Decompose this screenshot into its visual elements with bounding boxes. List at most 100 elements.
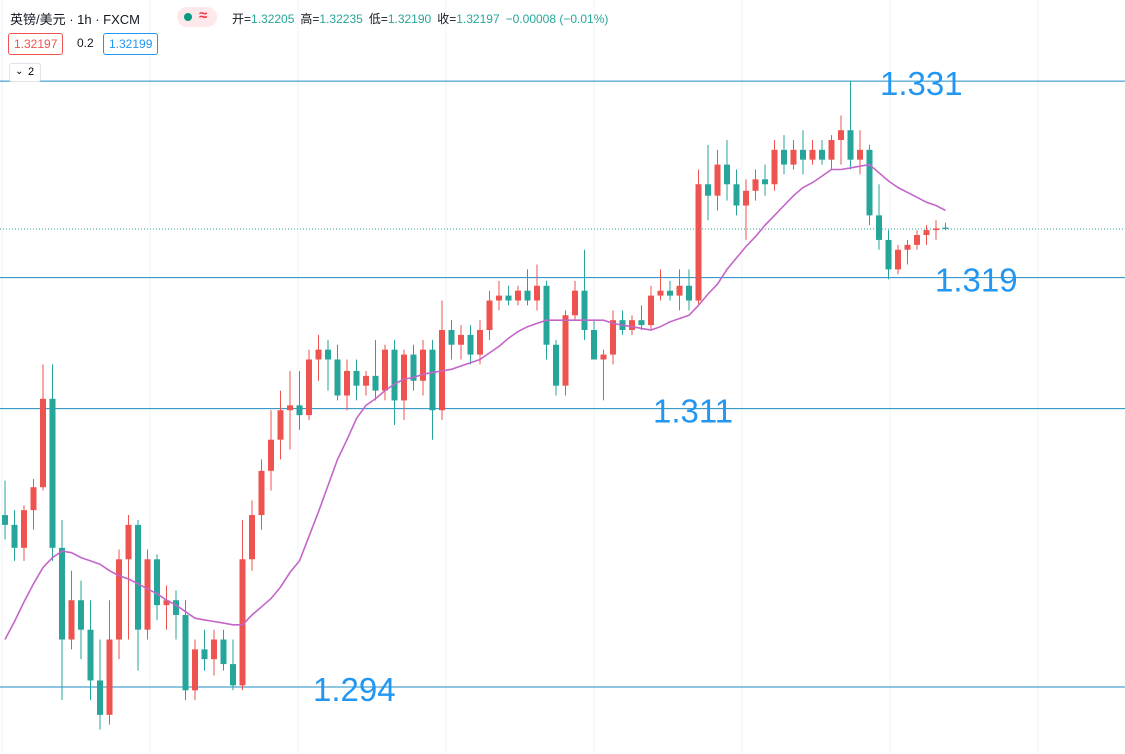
candle-body	[391, 349, 398, 401]
candle-body	[477, 329, 483, 355]
candle-body	[638, 320, 645, 326]
candle-body	[182, 614, 189, 691]
candle-body	[258, 470, 265, 516]
candle-body	[334, 359, 341, 396]
candle-body	[800, 149, 806, 160]
candle-body	[163, 600, 170, 606]
candle-body	[923, 230, 930, 236]
candle-body	[876, 215, 882, 240]
candle-body	[296, 405, 303, 416]
candle-body	[458, 334, 464, 345]
candle-body	[686, 285, 692, 301]
candle-body	[486, 300, 493, 330]
candle-body	[97, 680, 103, 715]
candle-body	[591, 329, 597, 360]
ohlc-label: 开=	[232, 12, 252, 26]
candle-body	[743, 190, 749, 206]
candle-body	[562, 315, 569, 386]
candle-body	[230, 664, 236, 686]
candle-body	[657, 290, 664, 296]
chevron: ⌄	[15, 66, 24, 77]
candle-body	[59, 547, 65, 640]
candle-body	[116, 559, 122, 640]
candle-body	[629, 320, 635, 330]
candle-body	[534, 285, 540, 301]
candle-body	[572, 290, 578, 316]
bid-box[interactable]: 1.32197	[8, 33, 64, 55]
vertical-grid	[1, 0, 1039, 754]
candle-body	[420, 349, 426, 381]
candle-body	[78, 600, 84, 630]
candle-body	[220, 639, 227, 665]
candle-body	[762, 179, 768, 185]
candle-body	[838, 130, 844, 141]
candle-body	[363, 375, 369, 386]
ohlc-value: 1.32197	[456, 12, 500, 26]
delay-icon: ≈	[199, 7, 208, 24]
candle-body	[705, 184, 711, 196]
candle-body	[809, 149, 816, 160]
candle-body	[2, 515, 8, 525]
candle-body	[904, 244, 911, 250]
ask-box[interactable]: 1.32199	[103, 33, 159, 55]
indicator-count: 2	[28, 66, 35, 78]
candle-body	[410, 354, 417, 381]
moving-average	[4, 163, 946, 640]
candle-body	[429, 349, 436, 411]
ohlc-value: 1.32235	[319, 12, 363, 26]
status-badge[interactable]: ≈	[177, 7, 217, 27]
candle-body	[524, 290, 531, 301]
candle-body	[49, 398, 56, 548]
candle-body	[781, 149, 787, 165]
candle-body	[724, 164, 730, 185]
candle-body	[268, 439, 274, 471]
candle-body	[344, 370, 350, 396]
candle-body	[819, 149, 825, 160]
ohlc-label: 高=	[300, 12, 320, 26]
indicator-toggle[interactable]: ⌄ 2	[9, 63, 41, 82]
candle-body	[68, 600, 75, 640]
candle-body	[676, 285, 683, 296]
candle-body	[40, 398, 46, 488]
candle-body	[287, 405, 293, 411]
candle-body	[87, 629, 94, 681]
candle-body	[211, 639, 217, 660]
candle-body	[239, 559, 246, 686]
candle-body	[933, 228, 939, 231]
candles	[2, 81, 949, 730]
candle-body	[382, 349, 388, 391]
candle-body	[714, 164, 721, 196]
candle-body	[306, 359, 312, 416]
candle-body	[325, 349, 331, 360]
candle-body	[448, 329, 455, 345]
change: −0.00008 (−0.01%)	[505, 12, 609, 26]
candle-body	[192, 649, 198, 691]
level-label: 1.294	[313, 671, 396, 708]
candle-body	[515, 290, 521, 301]
candle-body	[11, 524, 18, 548]
level-label: 1.319	[935, 262, 1018, 299]
candle-body	[249, 515, 255, 560]
candle-body	[667, 290, 673, 296]
candle-body	[372, 375, 379, 391]
candle-body	[752, 179, 759, 191]
level-label: 1.311	[653, 393, 733, 430]
candle-body	[866, 149, 873, 216]
candle-body	[125, 524, 132, 560]
candle-body	[581, 290, 588, 330]
market-dot	[184, 13, 192, 21]
candle-body	[154, 559, 160, 606]
candle-body	[30, 487, 37, 511]
candle-body	[353, 370, 360, 386]
candle-body	[847, 130, 854, 160]
candle-body	[790, 149, 797, 165]
candle-body	[467, 334, 474, 355]
symbol[interactable]: 英镑/美元 · 1h · FXCM	[10, 12, 141, 27]
candle-body	[648, 295, 654, 326]
candle-body	[144, 559, 151, 630]
candle-body	[401, 354, 407, 401]
candle-body	[771, 149, 778, 185]
candle-body	[496, 295, 502, 301]
